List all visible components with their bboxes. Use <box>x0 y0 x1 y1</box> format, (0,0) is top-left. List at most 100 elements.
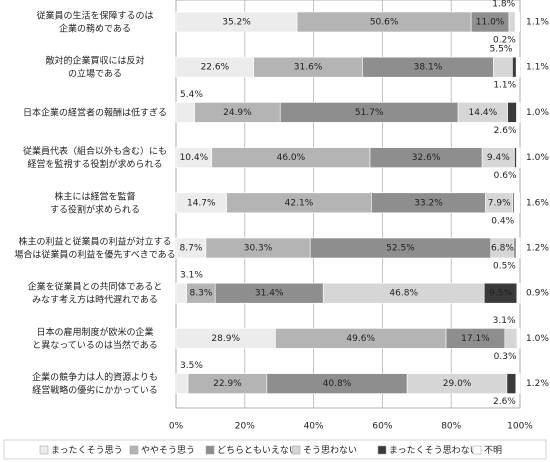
bar-segment <box>515 237 521 259</box>
x-tick-label: 60% <box>372 422 392 432</box>
value-label: 5.5% <box>490 45 513 55</box>
value-label: 3.5% <box>180 361 203 371</box>
value-label: 0.5% <box>493 262 516 272</box>
legend-frame <box>3 439 547 460</box>
legend-swatch <box>129 445 139 455</box>
value-label: 0.2% <box>493 36 516 46</box>
value-label: 32.6% <box>412 153 441 163</box>
value-label: 9.4% <box>487 153 510 163</box>
x-tick-label: 80% <box>441 422 461 432</box>
bar-segment <box>515 11 520 33</box>
bar-segment <box>507 102 517 123</box>
value-label: 1.0% <box>526 334 549 344</box>
value-label: 52.5% <box>386 244 415 254</box>
bar-segment <box>516 282 521 304</box>
x-tick-label: 20% <box>235 422 255 432</box>
value-label: 1.1% <box>526 63 549 73</box>
x-tick-label: 40% <box>304 422 324 432</box>
legend-swatch <box>39 445 49 455</box>
bar-segment <box>175 282 187 304</box>
value-label: 30.3% <box>244 244 273 254</box>
category-label: 企業を従業員との共同体であるとみなす考え方は時代遅れである <box>28 280 163 305</box>
value-label: 0.9% <box>526 289 549 299</box>
bar-segment <box>508 11 516 33</box>
value-label: 33.2% <box>414 198 443 208</box>
legend-label: ややそう思う <box>141 445 195 456</box>
value-label: 14.7% <box>187 198 216 208</box>
legend-swatch <box>205 445 215 455</box>
category-label: 従業員代表（組合以外も含む）にも経営を監視する役割が求められる <box>23 145 167 170</box>
legend-label: どちらともいえない <box>217 445 298 456</box>
bar-segment <box>516 328 521 349</box>
value-label: 14.4% <box>469 108 498 118</box>
value-label: 3.1% <box>180 271 203 281</box>
value-label: 1.1% <box>493 81 516 91</box>
value-label: 35.2% <box>222 18 251 28</box>
x-tick-label: 100% <box>507 422 533 432</box>
value-label: 6.8% <box>491 244 514 254</box>
category-label: 株主の利益と従業員の利益が対立する場合は従業員の利益を優先すべきである <box>14 235 175 260</box>
category-label: 従業員の生活を保障するのは企業の務めである <box>36 9 153 34</box>
bar-segment <box>506 373 517 394</box>
value-label: 7.9% <box>488 198 511 208</box>
value-label: 50.6% <box>370 18 399 28</box>
value-label: 46.0% <box>277 153 306 163</box>
legend-label: まったくそう思わない <box>389 445 479 456</box>
value-label: 1.8% <box>492 0 515 10</box>
value-label: 22.9% <box>213 379 242 389</box>
value-label: 0.4% <box>491 216 514 226</box>
value-label: 1.0% <box>526 108 549 118</box>
value-label: 24.9% <box>223 108 252 118</box>
value-label: 38.1% <box>414 63 443 73</box>
value-label: 22.6% <box>201 63 230 73</box>
value-label: 5.4% <box>180 90 203 100</box>
value-label: 1.6% <box>526 198 549 208</box>
bar-segment <box>516 102 521 123</box>
category-label: 日本企業の経営者の報酬は低すぎる <box>23 106 167 118</box>
value-label: 0.3% <box>494 352 517 362</box>
category-label: 株主には経営を監督する役割が求められる <box>50 190 140 215</box>
value-label: 1.1% <box>526 18 549 28</box>
value-label: 8.3% <box>190 289 213 299</box>
value-label: 28.9% <box>211 334 240 344</box>
legend-label: まったくそう思う <box>51 445 123 456</box>
bar-segment <box>515 56 521 78</box>
x-tick-label: 0% <box>169 422 184 432</box>
bar-segment <box>515 373 521 394</box>
value-label: 46.8% <box>389 289 418 299</box>
value-label: 1.0% <box>526 153 549 163</box>
value-label: 11.0% <box>476 18 505 28</box>
value-label: 29.0% <box>443 379 472 389</box>
value-label: 31.6% <box>294 63 323 73</box>
bar-segment <box>175 102 195 123</box>
value-label: 40.8% <box>323 379 352 389</box>
value-label: 51.7% <box>355 108 384 118</box>
category-label: 日本の雇用制度が欧米の企業と異なっているのは当然である <box>32 325 157 350</box>
value-label: 1.2% <box>526 379 549 389</box>
value-label: 1.2% <box>526 244 549 254</box>
value-label: 10.4% <box>180 153 209 163</box>
legend-label: そう思わない <box>303 445 357 456</box>
category-label: 企業の競争力は人的資源よりも経営戦略の優劣にかかっている <box>32 371 158 396</box>
category-label: 敵対的企業買収には反対の立場である <box>45 54 144 79</box>
bar-segment <box>514 147 517 168</box>
bar-segment <box>516 147 521 168</box>
value-label: 0.6% <box>494 171 517 181</box>
legend-swatch <box>291 445 301 455</box>
value-label: 8.7% <box>180 244 203 254</box>
legend-swatch <box>472 445 482 455</box>
bar-segment <box>512 56 517 78</box>
bar-segment <box>493 56 513 78</box>
legend-label: 不明 <box>484 445 502 456</box>
value-label: 31.4% <box>255 289 284 299</box>
value-label: 42.1% <box>285 198 314 208</box>
value-label: 2.6% <box>493 397 516 407</box>
value-label: 17.1% <box>461 334 490 344</box>
bar-segment <box>175 373 189 394</box>
legend-swatch <box>377 445 387 455</box>
value-label: 49.6% <box>346 334 375 344</box>
value-label: 9.5% <box>489 289 512 299</box>
value-label: 3.1% <box>493 316 516 326</box>
bar-segment <box>504 328 516 349</box>
